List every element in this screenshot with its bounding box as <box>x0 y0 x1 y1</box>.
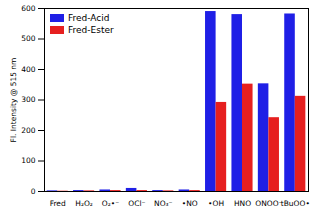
svg-text:OCl⁻: OCl⁻ <box>128 199 145 208</box>
svg-text:400: 400 <box>21 65 36 74</box>
svg-text:100: 100 <box>21 156 36 165</box>
svg-text:•NO: •NO <box>182 199 198 208</box>
svg-text:300: 300 <box>21 95 36 104</box>
svg-text:500: 500 <box>21 34 36 43</box>
svg-text:HNO: HNO <box>234 199 251 208</box>
svg-text:H₂O₂: H₂O₂ <box>75 199 93 208</box>
svg-text:Fl. Intensity @ 515 nm: Fl. Intensity @ 515 nm <box>9 58 18 143</box>
svg-text:NO₃⁻: NO₃⁻ <box>154 199 173 208</box>
svg-text:O₂•⁻: O₂•⁻ <box>102 199 119 208</box>
svg-text:tBuOO•: tBuOO• <box>281 199 310 208</box>
svg-text:200: 200 <box>21 126 36 135</box>
html-text:Fred-Ester: Fred-Ester <box>68 25 114 35</box>
svg-text:0: 0 <box>31 187 36 196</box>
svg-text:•OH: •OH <box>208 199 224 208</box>
svg-text:Fred: Fred <box>50 199 66 208</box>
html-text:Fred-Acid: Fred-Acid <box>68 13 110 23</box>
svg-text:600: 600 <box>21 4 36 13</box>
svg-text:ONOO⁻: ONOO⁻ <box>255 199 282 208</box>
